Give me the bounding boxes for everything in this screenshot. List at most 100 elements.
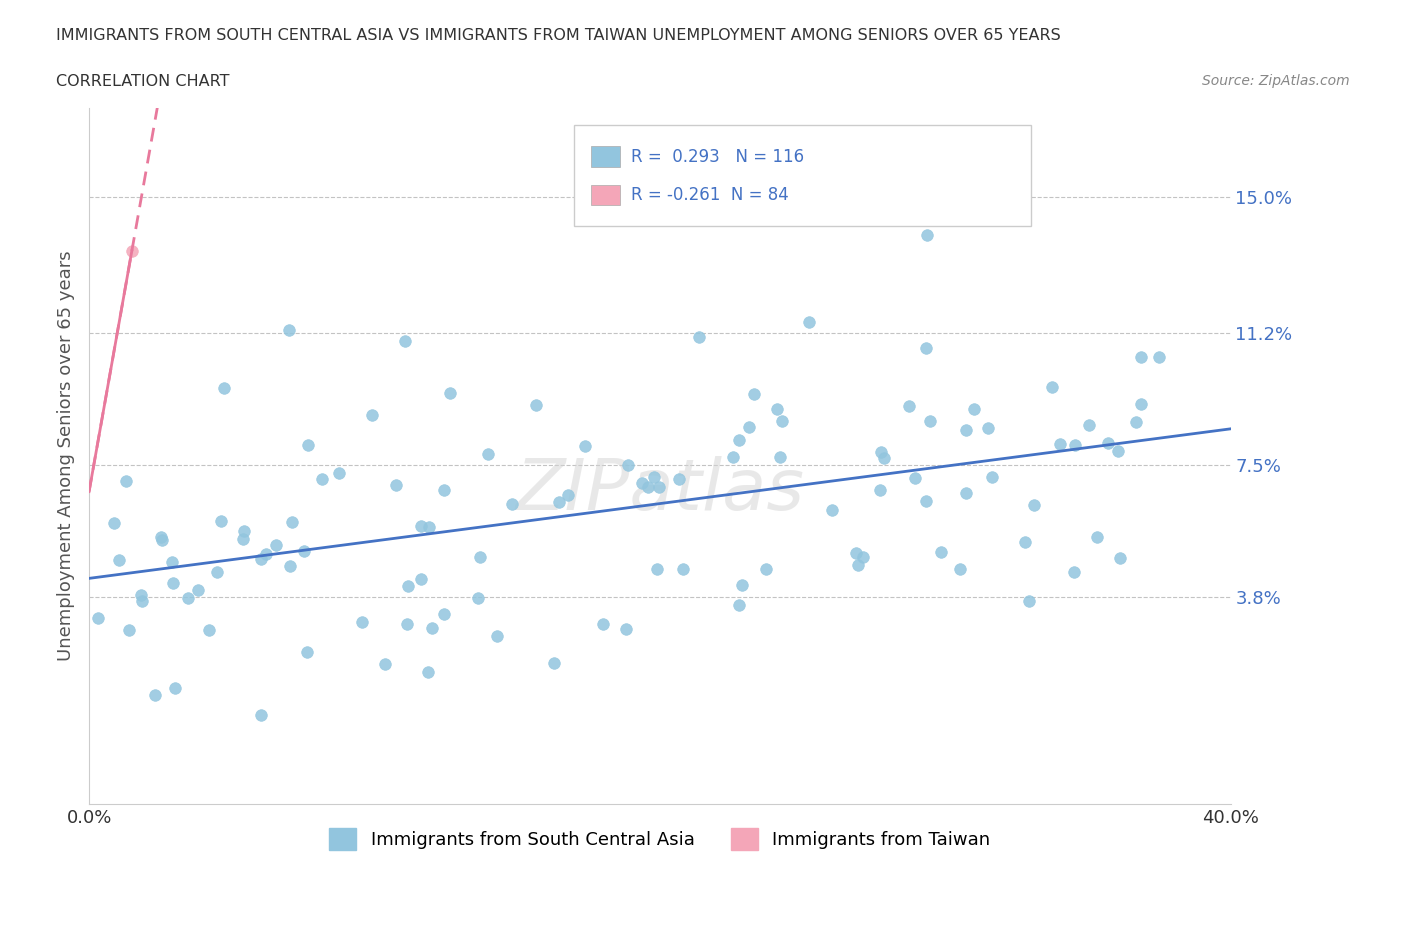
Point — [149, 530, 172, 545]
Point — [592, 617, 614, 631]
Point — [846, 557, 869, 572]
Point — [103, 516, 125, 531]
Point — [467, 591, 489, 605]
Point — [852, 550, 875, 565]
Point — [1064, 438, 1087, 453]
Point — [115, 474, 138, 489]
Point — [131, 593, 153, 608]
Point — [266, 538, 288, 552]
Point — [328, 466, 350, 481]
Point — [418, 665, 440, 680]
Point — [1078, 418, 1101, 432]
Point — [929, 545, 952, 560]
Point — [1149, 350, 1171, 365]
Point — [501, 497, 523, 512]
Text: IMMIGRANTS FROM SOUTH CENTRAL ASIA VS IMMIGRANTS FROM TAIWAN UNEMPLOYMENT AMONG : IMMIGRANTS FROM SOUTH CENTRAL ASIA VS IM… — [56, 28, 1062, 43]
Point — [160, 554, 183, 569]
Point — [129, 588, 152, 603]
Point — [731, 578, 754, 592]
Point — [207, 565, 229, 579]
Point — [647, 561, 669, 576]
Point — [486, 629, 509, 644]
Point — [1097, 436, 1119, 451]
Point — [742, 386, 765, 401]
Point — [648, 480, 671, 495]
Text: R = -0.261  N = 84: R = -0.261 N = 84 — [631, 186, 789, 204]
Point — [187, 583, 209, 598]
Point — [281, 514, 304, 529]
Point — [845, 545, 868, 560]
Point — [297, 438, 319, 453]
Point — [420, 620, 443, 635]
Point — [915, 228, 938, 243]
Bar — [592, 146, 620, 167]
Point — [374, 656, 396, 671]
Point — [1049, 436, 1071, 451]
Point — [557, 487, 579, 502]
Text: R = -0.261  N = 84: R = -0.261 N = 84 — [603, 186, 799, 204]
Point — [278, 559, 301, 574]
Point — [1018, 593, 1040, 608]
Point — [87, 611, 110, 626]
Point — [295, 644, 318, 659]
Point — [477, 447, 499, 462]
Point — [870, 445, 893, 459]
Y-axis label: Unemployment Among Seniors over 65 years: Unemployment Among Seniors over 65 years — [58, 250, 75, 661]
Point — [360, 407, 382, 422]
Point — [409, 518, 432, 533]
Point — [433, 606, 456, 621]
Point — [277, 322, 299, 337]
Point — [232, 532, 254, 547]
Point — [637, 479, 659, 494]
Point — [1130, 350, 1153, 365]
Point — [209, 513, 232, 528]
Point — [672, 562, 695, 577]
Point — [948, 562, 970, 577]
Point — [915, 494, 938, 509]
Point — [1125, 415, 1147, 430]
Point — [688, 329, 710, 344]
Text: R =  0.293   N = 116: R = 0.293 N = 116 — [631, 148, 804, 166]
Point — [869, 483, 891, 498]
Point — [727, 598, 749, 613]
Point — [963, 401, 986, 416]
Point — [143, 687, 166, 702]
Point — [233, 524, 256, 538]
Point — [614, 622, 637, 637]
Point — [1024, 498, 1046, 512]
Point — [755, 562, 778, 577]
Point — [821, 503, 844, 518]
Point — [121, 244, 143, 259]
Point — [292, 543, 315, 558]
Point — [433, 483, 456, 498]
Point — [955, 423, 977, 438]
Text: R =  0.293   N = 116: R = 0.293 N = 116 — [603, 148, 820, 166]
Point — [212, 381, 235, 396]
Point — [468, 550, 491, 565]
Point — [395, 617, 418, 631]
Point — [118, 622, 141, 637]
Point — [254, 547, 277, 562]
Point — [524, 397, 547, 412]
Point — [249, 707, 271, 722]
Point — [977, 421, 1000, 436]
Point — [150, 533, 173, 548]
Point — [574, 439, 596, 454]
Point — [1109, 551, 1132, 565]
Point — [668, 472, 690, 486]
Point — [728, 432, 751, 447]
Point — [1040, 379, 1063, 394]
Point — [1014, 535, 1036, 550]
Point — [176, 591, 198, 605]
Point — [914, 340, 936, 355]
Point — [411, 572, 433, 587]
Point — [631, 476, 654, 491]
Point — [981, 470, 1004, 485]
Point — [396, 579, 419, 594]
Point — [439, 386, 461, 401]
Point — [162, 576, 184, 591]
Point — [548, 495, 571, 510]
Point — [418, 520, 440, 535]
Point — [394, 334, 416, 349]
FancyBboxPatch shape — [574, 126, 1031, 226]
